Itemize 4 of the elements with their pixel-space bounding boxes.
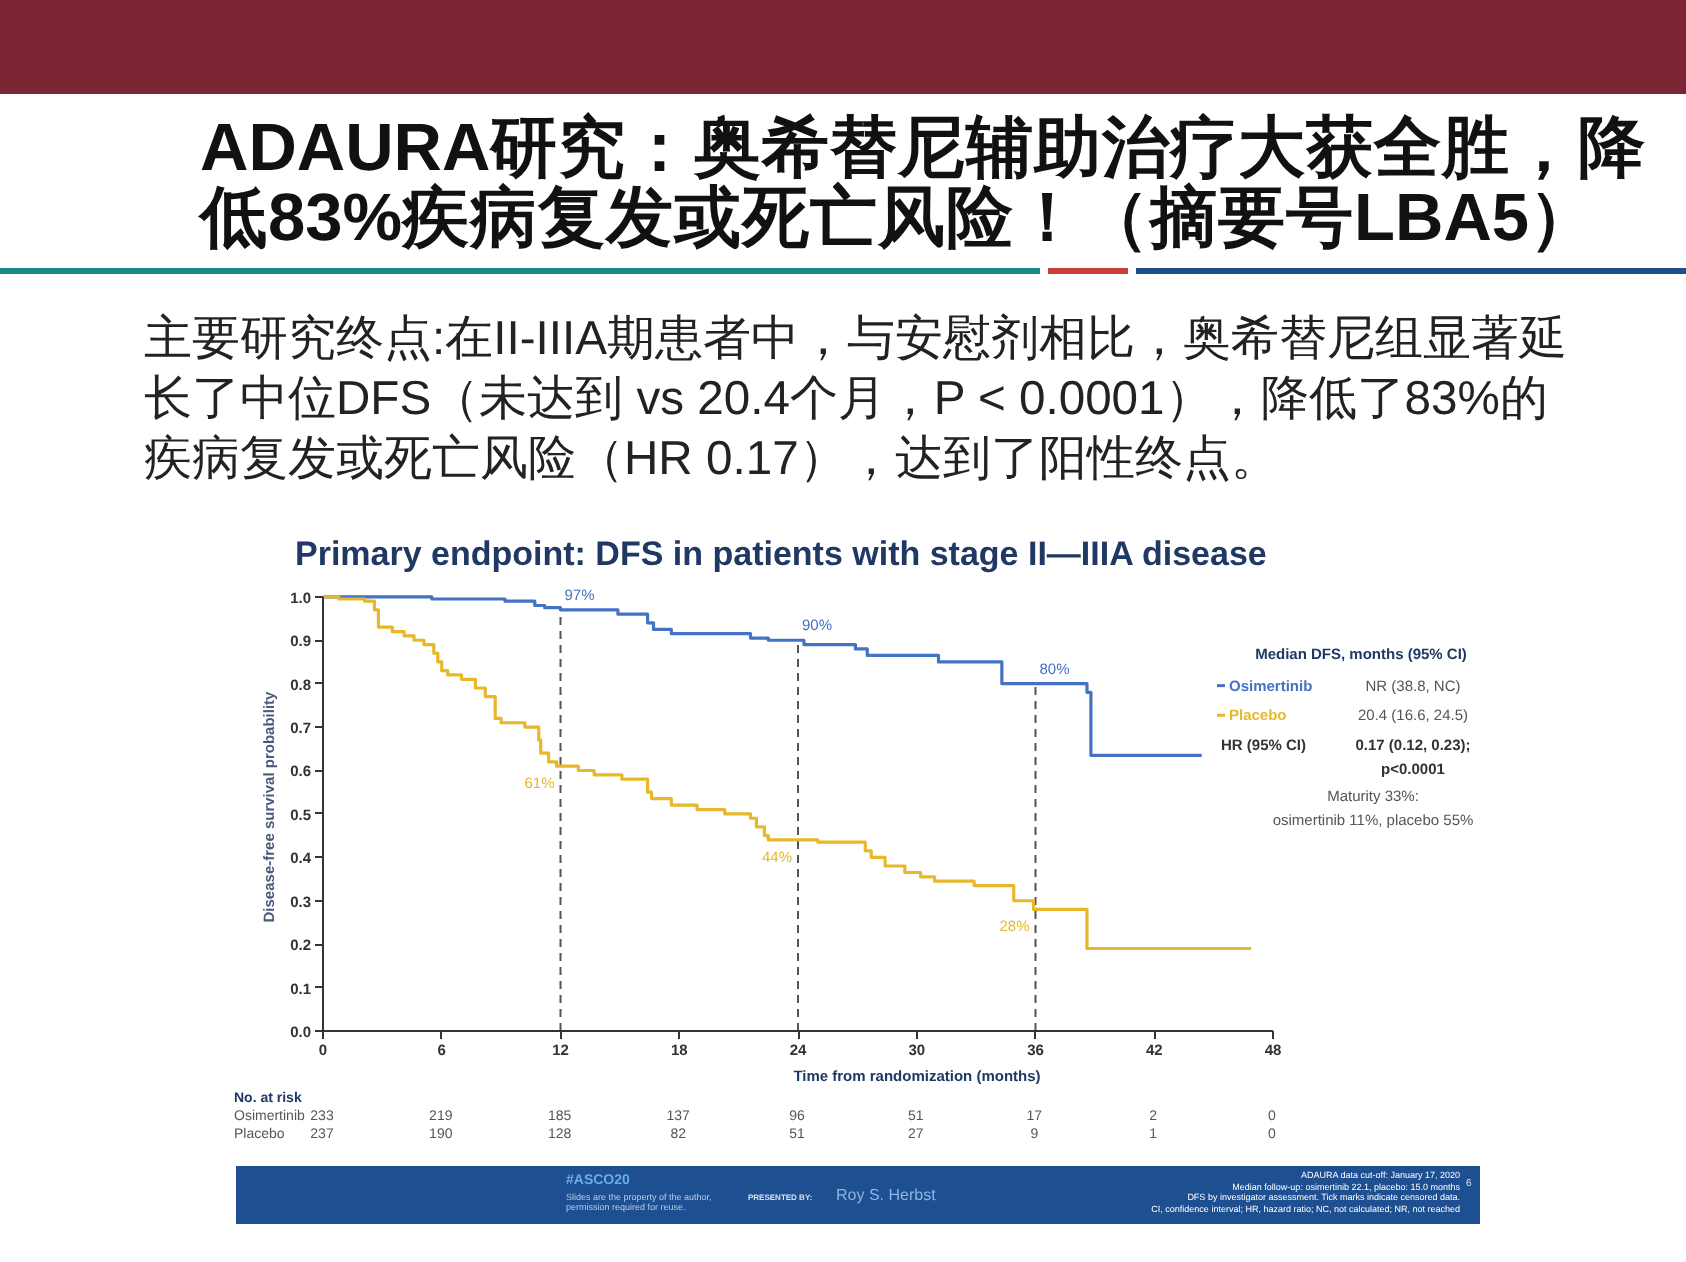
text: Roy S. Herbst: [836, 1186, 936, 1204]
text: Primary endpoint: DFS in patients with stage II—IIIA disease: [295, 535, 1267, 573]
chart-title: ADAURA研究：奥希替尼辅助治疗大获全胜，降低83%疾病复发或死亡风险！（摘要号LBA5）: [196, 110, 1649, 256]
chart-subtitle: 主要研究终点:在II-IIIA期患者中，与安慰剂相比，奥希替尼组显著延长了中位DFS（未达到 vs 20.4个月，P < 0.0001），降低了83%的疾病复发或死亡风险（HR 0.17），达到了阳性终点。: [142, 310, 1569, 490]
